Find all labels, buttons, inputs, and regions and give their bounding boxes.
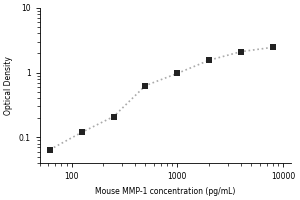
Point [48,148,52,151]
Y-axis label: Optical Density: Optical Density [4,56,13,115]
X-axis label: Mouse MMP-1 concentration (pg/mL): Mouse MMP-1 concentration (pg/mL) [95,187,236,196]
Point [207,59,212,62]
Point [80,131,84,134]
Point [238,50,243,53]
Point [270,46,275,49]
Point [111,115,116,118]
Point [143,84,148,87]
Point [175,72,180,75]
